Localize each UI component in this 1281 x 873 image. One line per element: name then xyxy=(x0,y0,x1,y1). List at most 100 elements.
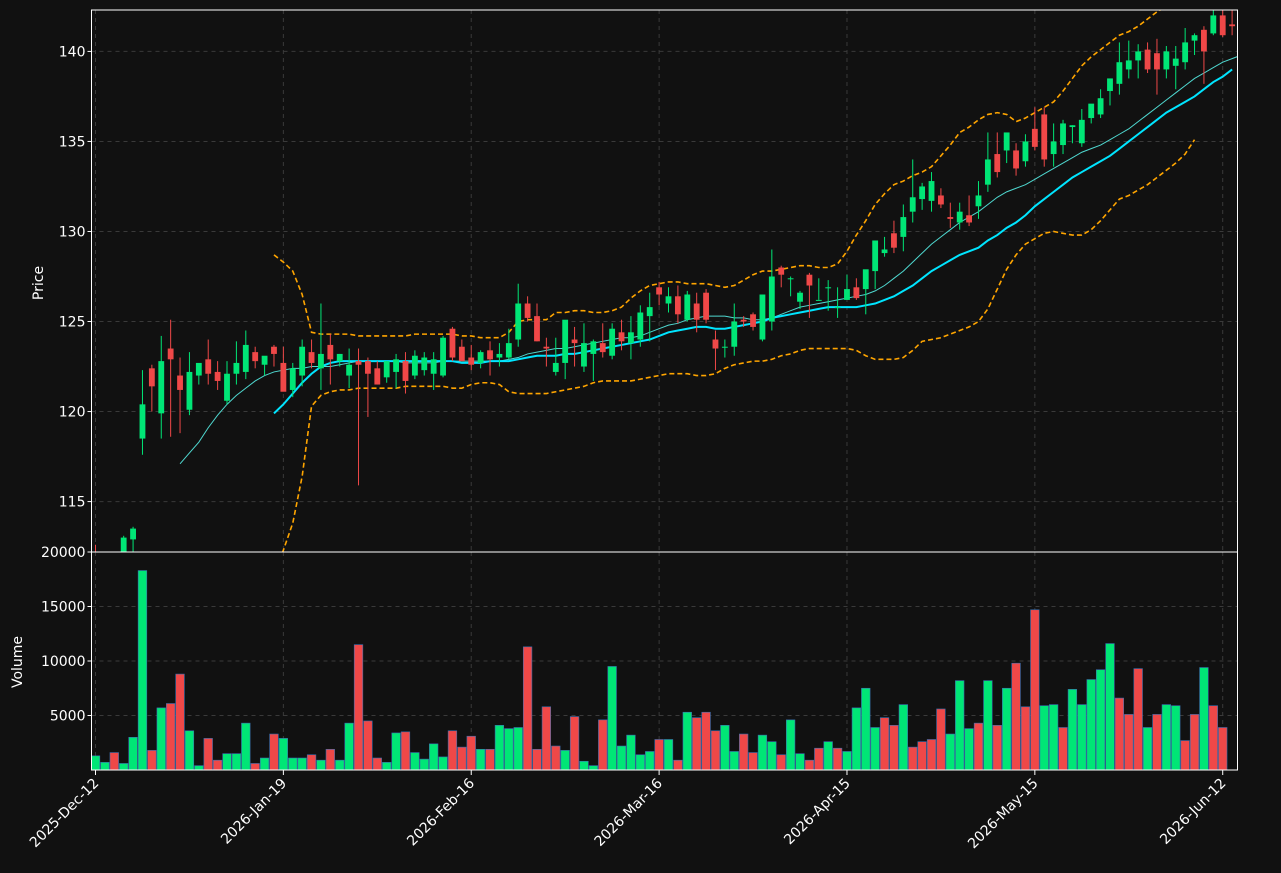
price-tick-label: 120 xyxy=(59,405,86,421)
volume-bar xyxy=(372,757,382,770)
candle-body xyxy=(1219,15,1226,36)
candle-body xyxy=(768,276,775,322)
candle-body xyxy=(139,404,146,439)
candle-body xyxy=(994,154,1001,173)
price-tick-label: 125 xyxy=(59,315,86,331)
volume-bar xyxy=(748,752,758,770)
candle-body xyxy=(1069,125,1076,128)
volume-bar xyxy=(767,741,777,770)
volume-bar xyxy=(212,759,223,770)
volume-tick-label: 10000 xyxy=(41,654,86,670)
volume-bar xyxy=(616,745,627,770)
price-tick-label: 135 xyxy=(59,134,86,150)
volume-bar xyxy=(1124,714,1134,770)
candle-body xyxy=(411,355,418,376)
candle-body xyxy=(862,269,869,290)
candle-body xyxy=(552,362,559,372)
candle-body xyxy=(797,292,803,302)
candle-body xyxy=(740,319,747,322)
volume-bar xyxy=(729,751,739,770)
volume-bar xyxy=(551,745,561,770)
candle-body xyxy=(374,368,381,385)
candle-body xyxy=(487,350,493,360)
candle-body xyxy=(731,321,738,347)
volume-bar xyxy=(316,759,326,770)
candle-body xyxy=(515,303,522,340)
candle-body xyxy=(562,319,569,363)
candle-body xyxy=(308,352,315,363)
candle-body xyxy=(167,348,174,360)
candle-body xyxy=(759,294,766,340)
candle-body xyxy=(195,362,202,376)
candle-body xyxy=(242,344,249,372)
volume-bar xyxy=(663,739,674,770)
candlesticks xyxy=(95,10,1236,552)
volume-bar xyxy=(1152,714,1162,770)
volume-bar xyxy=(137,570,148,770)
volume-bar xyxy=(278,738,288,770)
volume-bar xyxy=(100,762,110,770)
candle-body xyxy=(684,294,691,320)
candle-body xyxy=(909,197,916,212)
candle-body xyxy=(299,346,306,376)
candle-body xyxy=(665,296,672,304)
candle-body xyxy=(1097,98,1104,115)
volume-bar xyxy=(908,746,918,770)
candle-body xyxy=(318,353,324,369)
volume-bar xyxy=(1067,689,1078,770)
candle-body xyxy=(534,316,540,342)
volume-bar xyxy=(1218,727,1228,770)
candle-body xyxy=(1041,114,1048,160)
candle-body xyxy=(947,217,954,219)
candle-body xyxy=(1125,60,1132,70)
candle-body xyxy=(1172,58,1179,66)
volume-bar xyxy=(1030,609,1040,770)
volume-bar xyxy=(222,753,232,770)
volume-bar xyxy=(889,725,899,770)
candle-body xyxy=(1116,62,1123,84)
volume-bar xyxy=(494,725,505,770)
candle-body xyxy=(1031,128,1038,147)
candle-body xyxy=(693,303,700,320)
volume-bar xyxy=(1114,697,1125,770)
volume-bar xyxy=(720,725,730,770)
candle-body xyxy=(1088,103,1095,119)
candle-body xyxy=(825,287,832,289)
candle-body xyxy=(224,373,230,401)
volume-bar xyxy=(194,765,204,770)
volume-bar xyxy=(119,763,129,770)
volume-bar xyxy=(128,736,138,770)
candle-body xyxy=(712,339,719,349)
volume-bar xyxy=(607,666,617,770)
volume-bar xyxy=(842,751,852,770)
volume-tick-label: 15000 xyxy=(41,600,86,616)
volume-bar xyxy=(513,727,523,770)
volume-bar xyxy=(147,750,157,770)
candle-body xyxy=(778,267,785,275)
candle-body xyxy=(1182,42,1189,63)
candle-body xyxy=(524,303,531,318)
candle-body xyxy=(703,292,709,320)
candle-body xyxy=(1060,123,1066,146)
candle-body xyxy=(581,343,587,367)
candle-body xyxy=(984,159,991,185)
volume-bar xyxy=(579,760,589,770)
volume-bar xyxy=(1086,679,1096,770)
candle-body xyxy=(571,339,578,344)
volume-bar xyxy=(673,759,683,770)
volume-bar xyxy=(447,730,458,770)
volume-bar xyxy=(1180,740,1190,770)
candle-body xyxy=(975,195,982,207)
candle-body xyxy=(1163,51,1170,70)
volume-bar xyxy=(626,734,636,770)
volume-bar xyxy=(241,722,251,770)
volume-bar xyxy=(429,743,439,770)
volume-bar xyxy=(344,722,354,770)
candle-body xyxy=(364,361,371,374)
candle-body xyxy=(815,299,822,301)
volume-bar xyxy=(654,739,664,770)
candle-body xyxy=(468,357,475,365)
volume-bar xyxy=(879,717,890,770)
volume-bar xyxy=(588,765,598,770)
candle-body xyxy=(1210,15,1217,34)
